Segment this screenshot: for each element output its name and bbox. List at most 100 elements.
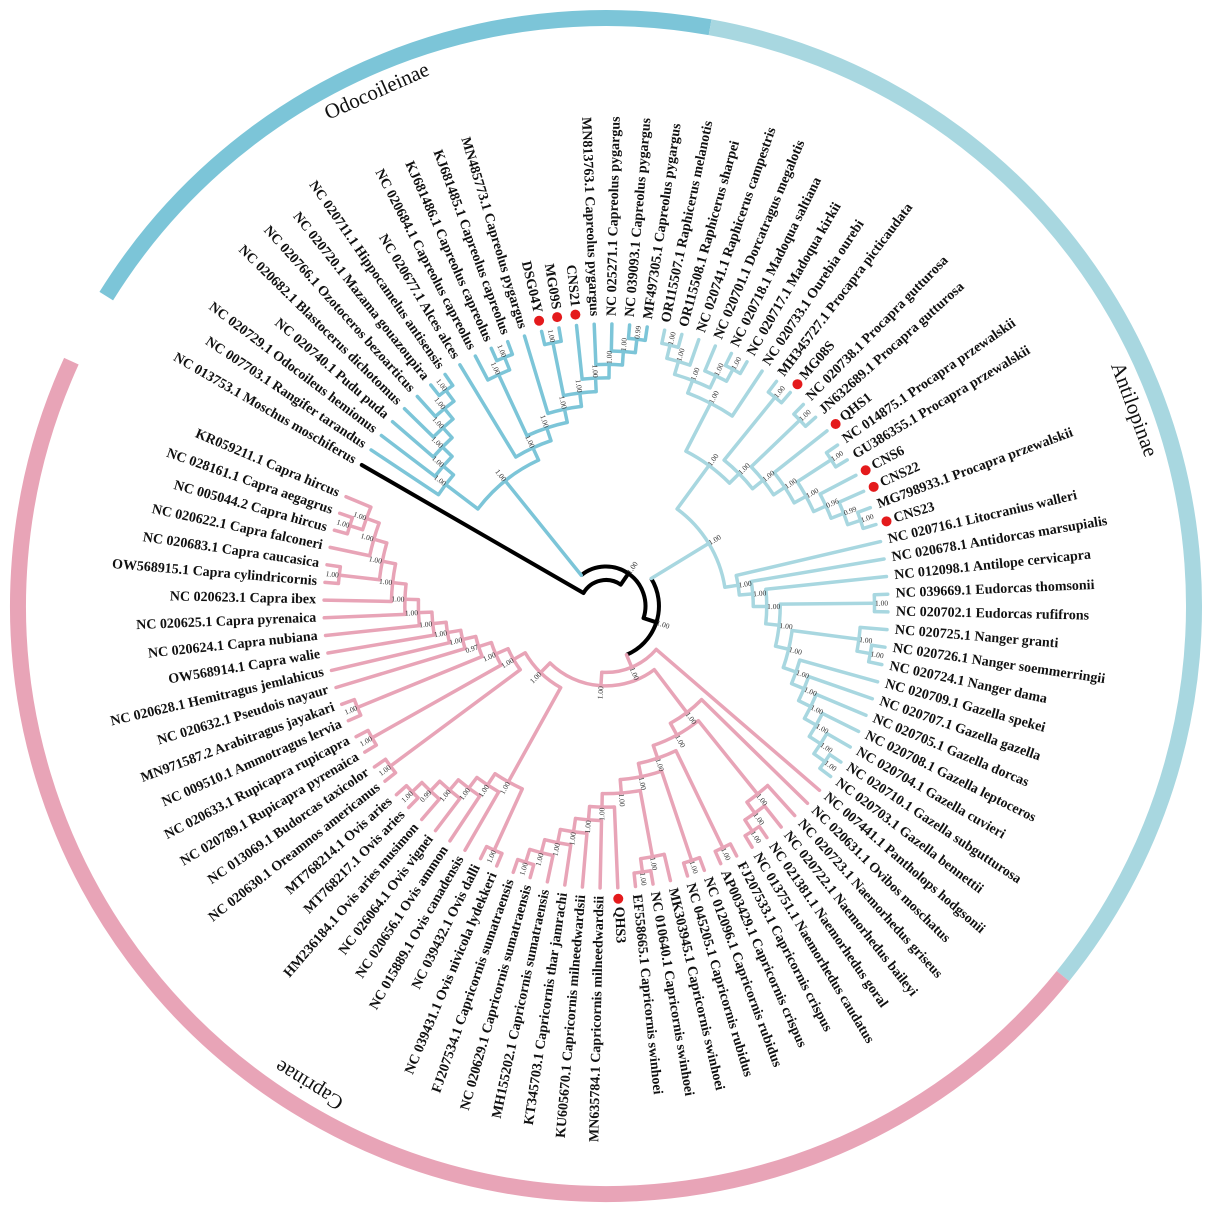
branch	[551, 341, 566, 398]
branch	[344, 494, 373, 509]
branch	[493, 646, 510, 656]
branch	[638, 856, 645, 874]
branch	[390, 580, 408, 586]
support-value: 1.00	[517, 861, 530, 876]
branch	[772, 429, 829, 475]
branch	[764, 574, 889, 591]
branch	[858, 625, 889, 632]
branch	[818, 473, 858, 496]
support-value: 1.00	[590, 364, 600, 378]
branch	[737, 592, 755, 597]
support-value: 1.00	[779, 621, 793, 631]
support-value: 1.00	[875, 599, 888, 608]
branch	[685, 378, 695, 395]
branch	[855, 649, 873, 656]
support-value: 1.00	[707, 532, 723, 547]
branch-arc	[589, 804, 615, 809]
branch	[790, 628, 861, 642]
leaf-label: NC 020702.1 Eudorcas rufifrons	[896, 605, 1090, 624]
branch	[410, 780, 424, 794]
support-value: 1.00	[859, 635, 873, 646]
branch-arc	[685, 449, 731, 485]
branch	[539, 837, 547, 855]
branch	[779, 390, 793, 405]
branch	[339, 697, 357, 707]
branch	[442, 406, 455, 421]
support-value: 0.99	[632, 325, 642, 339]
branch	[578, 391, 584, 409]
branch	[372, 757, 388, 769]
support-value: 1.00	[674, 347, 686, 362]
branch	[322, 612, 407, 620]
branch	[441, 425, 454, 440]
branch	[833, 458, 849, 469]
branch	[811, 504, 828, 514]
support-value: 1.00	[617, 793, 627, 807]
branch	[872, 592, 890, 597]
branch	[355, 654, 484, 710]
support-value: 0.96	[824, 496, 840, 510]
support-value: 1.00	[819, 740, 835, 755]
branch	[824, 443, 840, 455]
branch	[489, 346, 499, 363]
support-value: 1.00	[707, 389, 721, 405]
support-value: 1.00	[538, 414, 551, 430]
support-value: 1.00	[788, 645, 803, 657]
support-value: 1.00	[738, 579, 753, 590]
branch	[792, 402, 806, 416]
support-value: 1.00	[546, 329, 557, 344]
leaf-label: NC 020623.1 Capra ibex	[170, 589, 317, 607]
branch	[781, 665, 798, 674]
support-value: 1.00	[360, 531, 375, 543]
branch	[749, 418, 802, 469]
support-value: 1.00	[533, 852, 545, 867]
branch	[599, 670, 604, 688]
branch	[505, 339, 515, 357]
branch	[818, 766, 833, 779]
branch	[441, 464, 456, 477]
branch	[593, 376, 598, 394]
branch	[827, 752, 843, 764]
branch	[612, 805, 620, 890]
branch	[762, 804, 783, 829]
support-value: 1.00	[567, 831, 578, 846]
branch	[730, 369, 764, 418]
branch	[503, 479, 584, 577]
branch	[429, 383, 441, 398]
support-labels: 1.001.001.001.001.001.001.001.001.00 0.99…	[325, 325, 888, 886]
support-value: 1.00	[557, 395, 569, 410]
support-value: 1.00	[597, 807, 606, 821]
support-value: 1.00	[753, 588, 767, 598]
branch	[672, 359, 681, 377]
branch	[369, 448, 441, 497]
branch	[638, 788, 655, 859]
branch	[394, 783, 409, 797]
support-value: 1.00	[648, 856, 659, 871]
branch	[866, 660, 884, 667]
branch	[337, 511, 355, 520]
support-value: 1.00	[419, 619, 433, 629]
branch	[539, 329, 547, 347]
support-value: 1.00	[325, 569, 339, 579]
branch	[722, 395, 777, 462]
branch	[522, 334, 550, 416]
highlight-dot	[534, 315, 545, 326]
leaf-label: NC 025271.1 Capreolus pygargus	[605, 116, 624, 316]
branch-arc	[676, 507, 727, 588]
branch	[586, 804, 592, 822]
branch	[802, 716, 818, 727]
branch	[624, 653, 634, 669]
branch	[765, 783, 797, 818]
branch	[523, 847, 532, 864]
leaf-label: CNS21	[563, 264, 582, 307]
branch-arc	[581, 376, 610, 381]
branch	[618, 571, 631, 587]
branch	[337, 573, 382, 582]
clade-arc	[99, 10, 712, 301]
branch	[845, 518, 863, 527]
support-value: 1.00	[653, 757, 666, 773]
branch	[684, 401, 713, 453]
support-value: 1.00	[688, 859, 701, 875]
branch	[419, 797, 442, 822]
